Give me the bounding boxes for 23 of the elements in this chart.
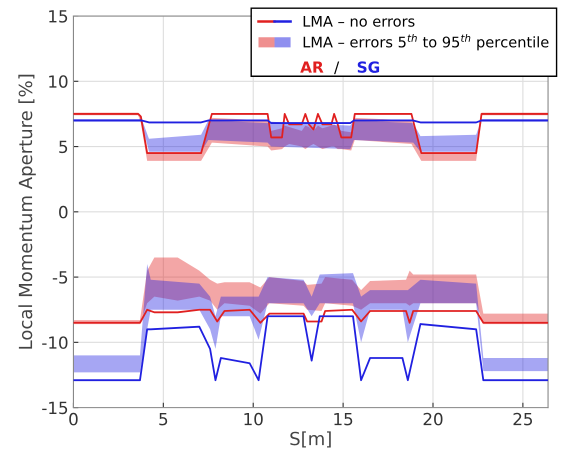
x-tick-label: 5 (159, 412, 168, 426)
text: SG (358, 61, 380, 73)
line-series (73, 315, 548, 382)
line-series (73, 308, 548, 324)
y-tick-label: -5 (52, 271, 68, 284)
y-tick-label: -15 (42, 402, 68, 414)
x-tick-label: 25 (514, 412, 532, 426)
x-tick-label: 20 (424, 412, 442, 426)
y-tick-label: 5 (59, 140, 68, 154)
x-tick-label: 10 (244, 412, 263, 426)
annotation: / (334, 62, 340, 74)
y-tick-label: 0 (59, 206, 68, 218)
line-series (73, 113, 548, 154)
x-tick-label: 15 (334, 412, 352, 426)
x-tick-label: 0 (69, 412, 78, 426)
y-tick-label: 10 (49, 75, 68, 88)
text: AR (300, 62, 324, 73)
x-axis-title: S[m] (290, 431, 331, 448)
y-tick-label: -10 (42, 336, 68, 349)
annotation: LMA – no errors (304, 16, 414, 27)
y-tick-label: 15 (49, 10, 68, 23)
annotation: LMA – errors 5$^{th}$ to 95$^{th}$ percentile (304, 34, 548, 50)
y-axis-title: Local Momentum Aperture [%] (18, 74, 36, 349)
